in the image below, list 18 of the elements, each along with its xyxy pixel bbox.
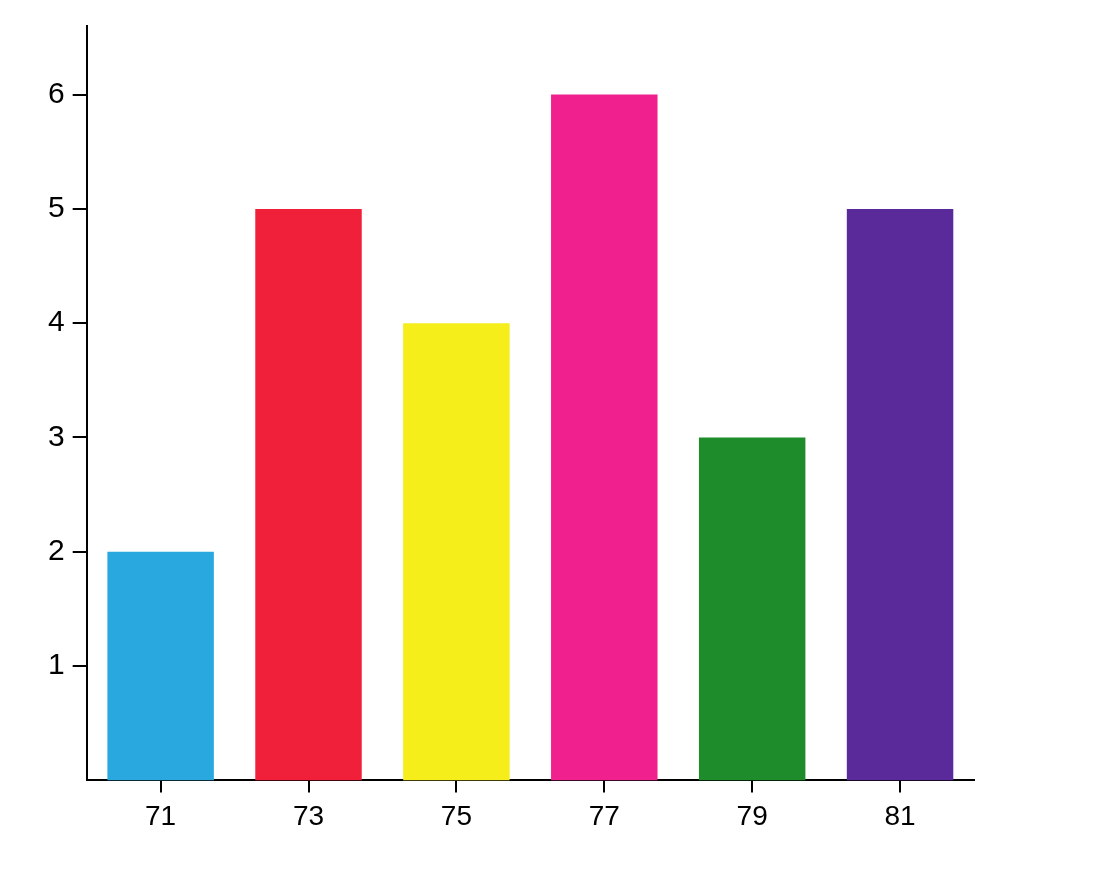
- bar: [255, 208, 362, 781]
- y-tick-label: 5: [48, 190, 65, 224]
- x-tick-label: 71: [145, 799, 177, 831]
- x-tick-label: 81: [884, 799, 916, 831]
- y-tick-label: 3: [48, 418, 65, 452]
- y-tick-label: 6: [48, 75, 65, 109]
- bar: [403, 323, 510, 781]
- bar: [698, 437, 806, 781]
- x-tick-label: 77: [588, 799, 620, 831]
- x-tick-label: 79: [736, 799, 768, 831]
- y-tick-label: 4: [48, 304, 65, 338]
- y-tick-label: 2: [48, 533, 65, 567]
- x-tick-label: 75: [440, 799, 472, 831]
- bar: [551, 94, 658, 781]
- bar: [846, 208, 954, 781]
- x-tick-label: 73: [292, 799, 325, 831]
- y-tick-label: 1: [48, 647, 65, 681]
- bar: [107, 551, 214, 781]
